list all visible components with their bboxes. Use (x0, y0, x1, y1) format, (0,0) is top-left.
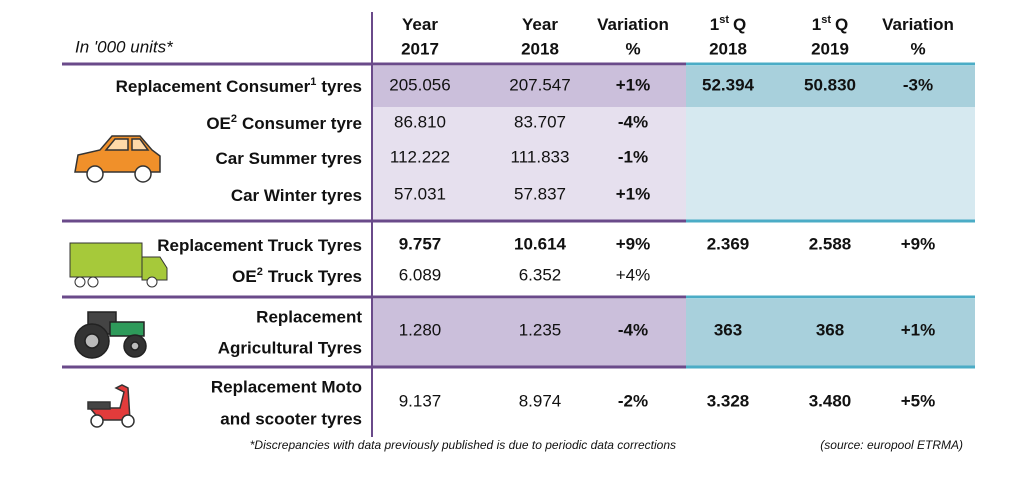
column-header-text: Variation (597, 15, 669, 34)
column-header-text: Q (835, 15, 848, 34)
column-header: Variation (597, 15, 669, 34)
row-label: Car Summer tyres (216, 149, 362, 168)
rules (62, 12, 975, 437)
row-bg (372, 299, 686, 366)
row-label-text: Replacement Consumer (116, 77, 311, 96)
column-header: 2017 (401, 39, 439, 58)
column-header: Variation (882, 15, 954, 34)
row-label: Replacement Consumer1 tyres (116, 76, 362, 97)
cell: +5% (901, 391, 936, 410)
cell: -1% (618, 147, 648, 166)
cell: 10.614 (514, 234, 567, 253)
cell: +1% (616, 75, 651, 94)
ordinal: 1 (710, 15, 719, 34)
source: (source: europool ETRMA) (820, 438, 963, 452)
row-label-text: Replacement Truck Tyres (157, 236, 362, 255)
row-label: OE2 Truck Tyres (232, 266, 362, 287)
row-label: and scooter tyres (220, 409, 362, 428)
superscript: 2 (231, 113, 237, 125)
units-label: In '000 units* (75, 37, 174, 56)
row-label-text: Car Summer tyres (216, 149, 362, 168)
cell: +9% (901, 234, 936, 253)
cell: 57.031 (394, 184, 446, 203)
cell: 57.837 (514, 184, 566, 203)
cell: 50.830 (804, 75, 856, 94)
row-bg (372, 66, 686, 107)
column-header: Year (402, 15, 438, 34)
row-label-text: Truck Tyres (268, 267, 362, 286)
column-header: 1st Q (812, 14, 848, 35)
cell: 9.137 (399, 391, 442, 410)
cell: -3% (903, 75, 933, 94)
row-label-text: OE (232, 267, 257, 286)
cell: 207.547 (509, 75, 570, 94)
row-label-text: Consumer tyre (242, 114, 362, 133)
cell: 363 (714, 320, 742, 339)
superscript: 1 (310, 76, 316, 88)
cell: +1% (901, 320, 936, 339)
row-label-text: Car Winter tyres (231, 186, 362, 205)
row-label-text: OE (206, 114, 231, 133)
column-header: 2018 (521, 39, 559, 58)
row-label: Replacement (256, 307, 362, 326)
ordinal-suffix: st (719, 14, 729, 26)
column-header: 2019 (811, 39, 849, 58)
cell: 3.328 (707, 391, 750, 410)
row-bg (372, 107, 686, 220)
cell: 2.588 (809, 234, 852, 253)
backgrounds (372, 66, 975, 366)
cell: -4% (618, 112, 648, 131)
footnote: *Discrepancies with data previously publ… (250, 438, 676, 452)
column-header-text: Variation (882, 15, 954, 34)
cell: 2.369 (707, 234, 750, 253)
cell: 9.757 (399, 234, 442, 253)
row-label: Replacement Truck Tyres (157, 236, 362, 255)
column-header: Year (522, 15, 558, 34)
row-label: Car Winter tyres (231, 186, 362, 205)
car-icon (74, 135, 161, 183)
cell: 368 (816, 320, 844, 339)
cell: 1.280 (399, 320, 442, 339)
row-label-text: tyres (321, 77, 362, 96)
column-header-text: Year (402, 15, 438, 34)
cell: 111.833 (511, 147, 570, 166)
superscript: 2 (257, 266, 263, 278)
cell: +1% (616, 184, 651, 203)
column-header: 1st Q (710, 14, 746, 35)
cell: 8.974 (519, 391, 562, 410)
cell: 3.480 (809, 391, 852, 410)
cell: +4% (616, 265, 651, 284)
row-label: Agricultural Tyres (218, 338, 362, 357)
scooter-icon (87, 384, 135, 428)
column-header: % (910, 39, 925, 58)
column-header-text: Q (733, 15, 746, 34)
cell: 6.352 (519, 265, 562, 284)
row-bg (686, 107, 975, 220)
cell: +9% (616, 234, 651, 253)
column-header: % (625, 39, 640, 58)
cell: 83.707 (514, 112, 566, 131)
cell: -4% (618, 320, 648, 339)
row-bg (686, 299, 975, 366)
cell: -2% (618, 391, 648, 410)
truck-icon (69, 242, 168, 288)
cell: 52.394 (702, 75, 755, 94)
ordinal: 1 (812, 15, 821, 34)
row-bg (686, 66, 975, 107)
row-label: Replacement Moto (211, 377, 362, 396)
cell: 1.235 (519, 320, 562, 339)
cell: 205.056 (389, 75, 450, 94)
cell: 6.089 (399, 265, 442, 284)
row-label: OE2 Consumer tyre (206, 113, 362, 134)
column-header: 2018 (709, 39, 747, 58)
tractor-icon (74, 311, 147, 359)
column-header-text: Year (522, 15, 558, 34)
cell: 112.222 (390, 147, 450, 166)
ordinal-suffix: st (821, 14, 831, 26)
cell: 86.810 (394, 112, 446, 131)
